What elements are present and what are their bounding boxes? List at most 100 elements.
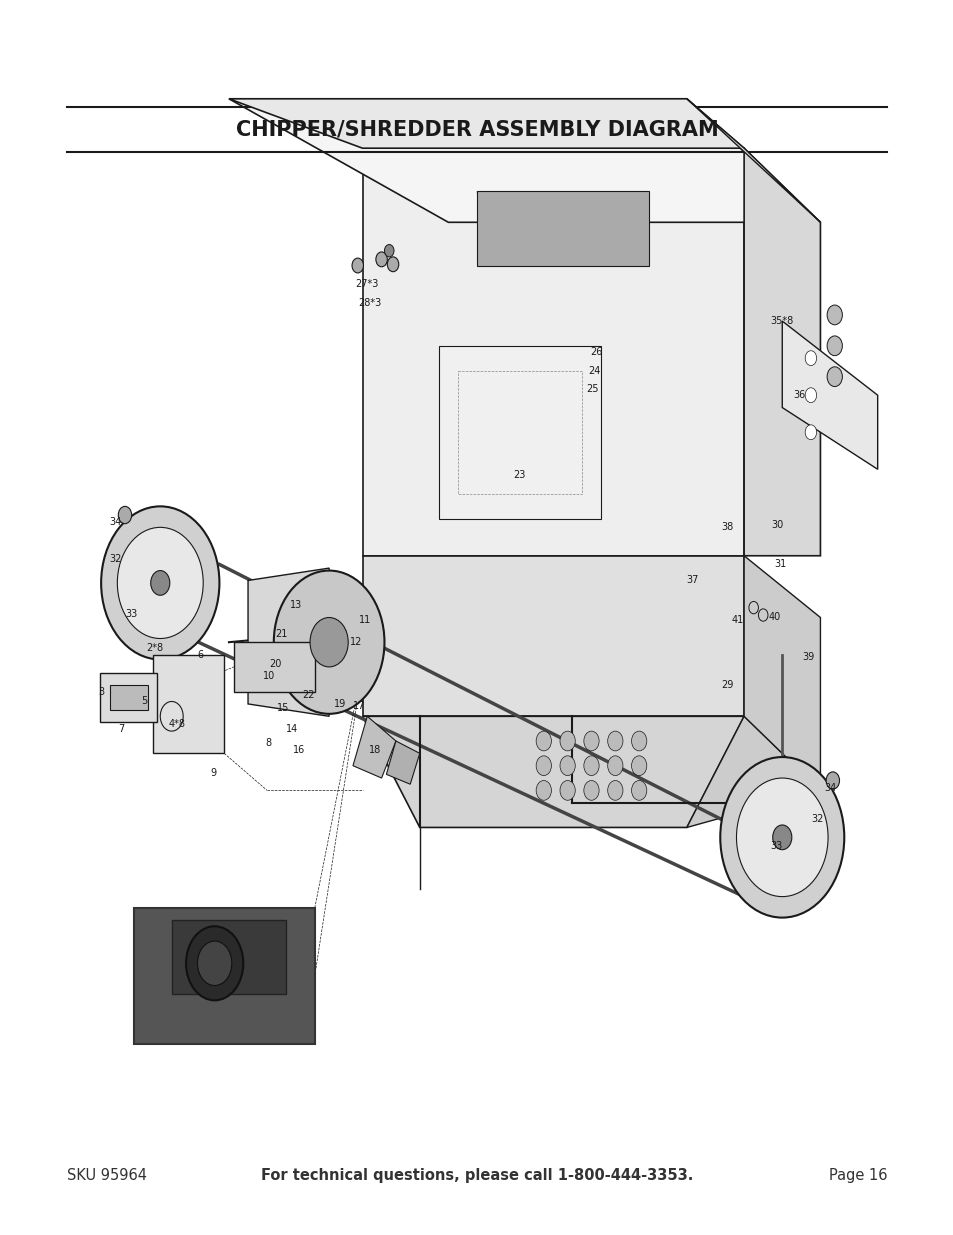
Text: 29: 29 <box>720 680 732 690</box>
Text: 35*8: 35*8 <box>770 316 793 326</box>
Circle shape <box>583 756 598 776</box>
Circle shape <box>583 731 598 751</box>
Polygon shape <box>152 655 224 753</box>
Text: 27*3: 27*3 <box>355 279 378 289</box>
Polygon shape <box>110 685 148 710</box>
Text: 14: 14 <box>286 724 297 734</box>
Text: 18: 18 <box>369 745 380 755</box>
Circle shape <box>536 756 551 776</box>
Text: 17: 17 <box>353 701 364 711</box>
Circle shape <box>804 351 816 366</box>
Circle shape <box>310 618 348 667</box>
Polygon shape <box>100 673 157 722</box>
Text: 16: 16 <box>293 745 304 755</box>
Polygon shape <box>362 556 743 716</box>
Text: 4*8: 4*8 <box>169 719 186 729</box>
Text: 38: 38 <box>720 522 732 532</box>
Circle shape <box>559 781 575 800</box>
Circle shape <box>186 926 243 1000</box>
Polygon shape <box>476 191 648 266</box>
Circle shape <box>720 757 843 918</box>
Circle shape <box>375 252 387 267</box>
Text: CHIPPER/SHREDDER ASSEMBLY DIAGRAM: CHIPPER/SHREDDER ASSEMBLY DIAGRAM <box>235 120 718 140</box>
Text: 28*3: 28*3 <box>358 298 381 308</box>
Text: 20: 20 <box>270 659 281 669</box>
Text: 41: 41 <box>731 615 742 625</box>
Polygon shape <box>233 642 314 692</box>
Polygon shape <box>743 148 820 556</box>
Text: 12: 12 <box>350 637 361 647</box>
Text: 7: 7 <box>118 724 124 734</box>
Polygon shape <box>172 920 286 994</box>
Circle shape <box>151 571 170 595</box>
Text: 36: 36 <box>793 390 804 400</box>
Circle shape <box>804 425 816 440</box>
Polygon shape <box>362 148 743 556</box>
Text: For technical questions, please call 1-800-444-3353.: For technical questions, please call 1-8… <box>260 1168 693 1183</box>
Circle shape <box>117 527 203 638</box>
Text: 32: 32 <box>811 814 822 824</box>
Text: 33: 33 <box>126 609 137 619</box>
Polygon shape <box>438 346 600 519</box>
Text: 19: 19 <box>334 699 345 709</box>
Polygon shape <box>781 321 877 469</box>
Circle shape <box>274 571 384 714</box>
Text: SKU 95964: SKU 95964 <box>67 1168 147 1183</box>
Text: 37: 37 <box>686 576 698 585</box>
Text: 15: 15 <box>277 703 289 713</box>
Text: 22: 22 <box>301 690 314 700</box>
Text: 13: 13 <box>290 600 301 610</box>
Text: 5: 5 <box>141 697 147 706</box>
Circle shape <box>387 257 398 272</box>
Polygon shape <box>229 99 820 222</box>
Text: 9: 9 <box>211 768 216 778</box>
Text: 8: 8 <box>265 739 271 748</box>
Text: 23: 23 <box>514 471 525 480</box>
Text: 34: 34 <box>823 783 835 793</box>
Text: 26: 26 <box>590 347 601 357</box>
Circle shape <box>607 731 622 751</box>
Circle shape <box>118 506 132 524</box>
Text: 2*8: 2*8 <box>146 643 163 653</box>
Text: 31: 31 <box>774 559 785 569</box>
Circle shape <box>559 756 575 776</box>
Polygon shape <box>386 741 419 784</box>
Circle shape <box>736 778 827 897</box>
Circle shape <box>607 756 622 776</box>
Circle shape <box>825 772 839 789</box>
Circle shape <box>826 367 841 387</box>
Text: 30: 30 <box>771 520 782 530</box>
Polygon shape <box>248 568 329 716</box>
Circle shape <box>631 756 646 776</box>
Text: 3: 3 <box>98 687 104 697</box>
Circle shape <box>384 245 394 257</box>
Polygon shape <box>229 99 743 148</box>
Text: 6: 6 <box>197 650 203 659</box>
Circle shape <box>631 731 646 751</box>
Text: 25: 25 <box>585 384 598 394</box>
Circle shape <box>804 388 816 403</box>
Circle shape <box>536 731 551 751</box>
Polygon shape <box>686 716 820 827</box>
Text: 24: 24 <box>588 366 599 375</box>
Polygon shape <box>743 556 820 790</box>
Circle shape <box>583 781 598 800</box>
Text: 32: 32 <box>110 555 121 564</box>
Circle shape <box>631 781 646 800</box>
Polygon shape <box>133 908 314 1044</box>
Polygon shape <box>686 99 820 222</box>
Text: 40: 40 <box>768 613 780 622</box>
Text: 21: 21 <box>275 629 287 638</box>
Circle shape <box>607 781 622 800</box>
Text: Page 16: Page 16 <box>828 1168 886 1183</box>
Circle shape <box>101 506 219 659</box>
Circle shape <box>352 258 363 273</box>
Text: 10: 10 <box>263 671 274 680</box>
Text: 11: 11 <box>359 615 371 625</box>
Circle shape <box>536 781 551 800</box>
Circle shape <box>772 825 791 850</box>
Circle shape <box>826 305 841 325</box>
Polygon shape <box>353 716 395 778</box>
Polygon shape <box>362 716 743 827</box>
Circle shape <box>826 336 841 356</box>
